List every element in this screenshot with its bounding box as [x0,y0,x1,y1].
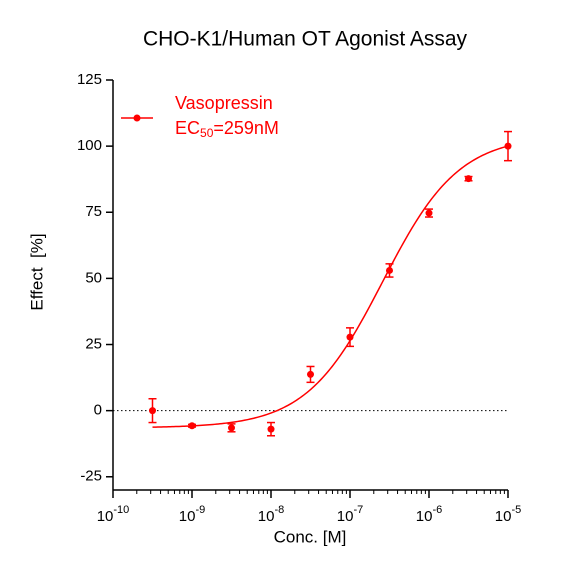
x-tick-label: 10-10 [97,504,130,525]
data-point [425,209,433,217]
fit-label-suffix: =259nM [213,118,279,138]
y-tick-label: -25 [80,468,102,485]
tick-exponent: -5 [511,504,521,516]
data-point [306,370,314,378]
y-tick-label: 0 [94,402,102,419]
tick-base: 10 [416,508,433,525]
legend-label: Vasopressin [175,93,273,113]
tick-exponent: -9 [195,504,205,516]
data-point [385,266,393,274]
x-axis-label: Conc. [M] [274,527,347,546]
data-point [188,422,196,430]
tick-exponent: -8 [274,504,284,516]
data-point [464,175,472,183]
y-axis-label: Effect [%] [27,233,46,310]
tick-base: 10 [337,508,354,525]
tick-base: 10 [258,508,275,525]
x-tick-label: 10-9 [179,504,205,525]
data-point [504,142,512,150]
data-point [346,333,354,341]
tick-exponent: -10 [113,504,129,516]
x-tick-label: 10-6 [416,504,442,525]
x-tick-label: 10-8 [258,504,284,525]
y-tick-label: 25 [85,335,102,352]
x-tick-label: 10-7 [337,504,363,525]
chart-title: CHO-K1/Human OT Agonist Assay [143,28,468,51]
tick-base: 10 [179,508,196,525]
x-tick-label: 10-5 [495,504,521,525]
tick-base: 10 [495,508,512,525]
data-point [148,407,156,415]
legend-marker [133,114,141,122]
y-tick-label: 125 [77,71,102,88]
tick-exponent: -7 [353,504,363,516]
data-point [227,424,235,432]
tick-base: 10 [97,508,114,525]
tick-exponent: -6 [432,504,442,516]
legend-fit-label: EC50=259nM [175,118,279,140]
data-point [267,425,275,433]
y-tick-label: 100 [77,137,102,154]
fit-curve [152,145,509,428]
y-tick-label: 50 [85,269,102,286]
fit-label-subscript: 50 [200,126,214,140]
fit-label-text: EC [175,118,200,138]
y-tick-label: 75 [85,203,102,220]
